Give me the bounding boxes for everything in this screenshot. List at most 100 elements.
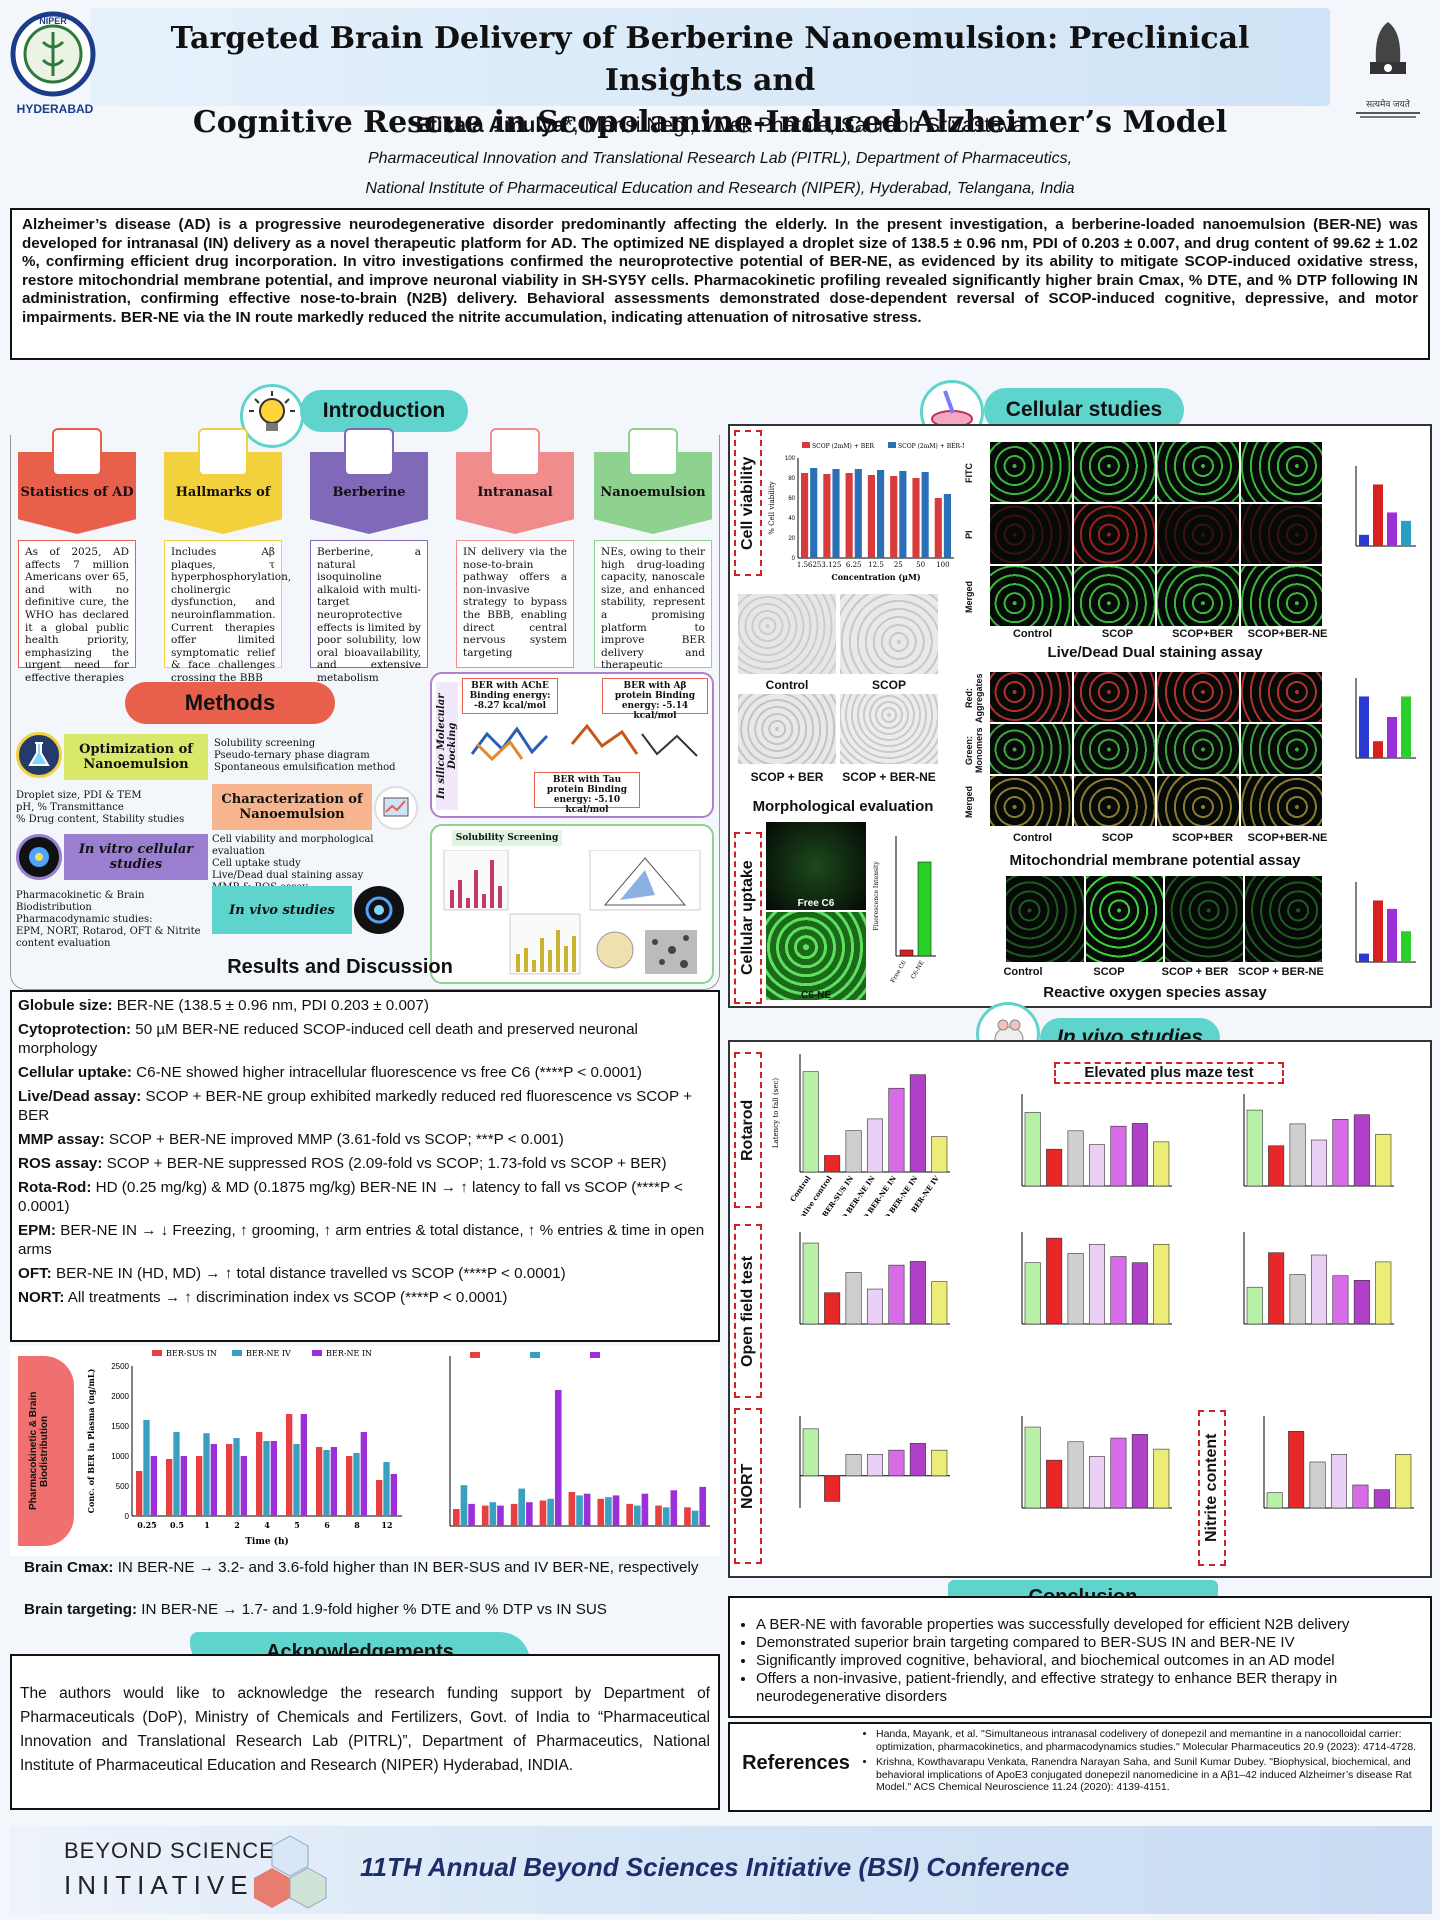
micrograph-tile <box>1073 672 1155 722</box>
viability-bar <box>845 473 853 558</box>
result-item: EPM: BER-NE IN → ↓ Freezing, ↑ grooming,… <box>18 1221 712 1259</box>
reference-item: Handa, Mayank, et al. "Simultaneous intr… <box>876 1728 1424 1753</box>
brain-targeting-note: Brain targeting: IN BER-NE → 1.7- and 1.… <box>24 1600 718 1619</box>
mmp-grid: Red: Aggregates Green: Monomers Merged <box>964 672 1324 828</box>
cell-viability-label: Cell viability <box>734 430 762 576</box>
group-label: SCOP+BER <box>1172 832 1233 844</box>
optimization-list: Solubility screening Pseudo-ternary phas… <box>214 738 414 774</box>
legend-swatch <box>888 442 896 448</box>
char-item: pH, % Transmittance <box>16 802 124 813</box>
bar <box>1046 1459 1063 1509</box>
micrograph-tile <box>1157 724 1239 774</box>
morph-image-control <box>738 594 836 674</box>
brain-bar <box>547 1498 554 1526</box>
morph-label: SCOP + BER-NE <box>842 770 936 784</box>
nort-label: NORT <box>734 1408 762 1564</box>
bar <box>845 1454 862 1477</box>
uptake-label: C6-NE <box>800 990 831 1001</box>
morph-label: SCOP + BER <box>750 770 824 784</box>
title-line-2: Cognitive Rescue in Scopolamine-Induced … <box>192 105 1228 140</box>
live-dead-grid: FITC PI Merged <box>964 442 1324 628</box>
viability-bar <box>890 476 898 558</box>
behavior-bar-chart <box>1263 1416 1414 1509</box>
bar <box>1375 1133 1392 1187</box>
x-axis-label: Time (h) <box>245 1536 289 1547</box>
rotarod-label: Rotarod <box>734 1052 762 1208</box>
bar <box>824 1292 841 1325</box>
bar <box>1309 1461 1326 1509</box>
uptake-bar <box>917 861 932 957</box>
micrograph-tile <box>1073 776 1155 826</box>
x-axis-label: Concentration (µM) <box>831 572 921 582</box>
x-tick-label: 1.5625 <box>797 561 822 569</box>
x-tick-label: 3.125 <box>821 561 841 569</box>
brain-bar <box>518 1488 526 1526</box>
y-tick-label: 100 <box>785 456 796 462</box>
y-tick-label: 2000 <box>111 1392 129 1401</box>
plasma-bar <box>263 1441 270 1516</box>
micrograph-tile <box>1240 504 1322 564</box>
micrograph-tile <box>1240 724 1322 774</box>
plasma-bar <box>353 1453 360 1516</box>
bar <box>888 1264 905 1325</box>
bar <box>888 1449 905 1477</box>
references-list: Handa, Mayank, et al. "Simultaneous intr… <box>864 1728 1424 1797</box>
brain-targeting-text: IN BER-NE → 1.7- and 1.9-fold higher % D… <box>137 1601 607 1618</box>
plasma-bar <box>166 1459 173 1516</box>
result-label: Live/Dead assay: <box>18 1088 142 1105</box>
plasma-bar <box>180 1456 187 1516</box>
result-item: Rota-Rod: HD (0.25 mg/kg) & MD (0.1875 m… <box>18 1178 712 1216</box>
group-label: SCOP + BER-NE <box>1238 966 1324 978</box>
result-text: HD (0.25 mg/kg) & MD (0.1875 mg/kg) BER-… <box>18 1179 683 1215</box>
open-field-label: Open field test <box>734 1224 762 1398</box>
references-heading: References <box>742 1752 850 1774</box>
bar <box>1268 1145 1285 1187</box>
intro-card-text: As of 2025, AD affects 7 million America… <box>18 540 136 684</box>
authors: Etikala Amulya*, Mansi Negi, Vivek Phata… <box>300 114 1140 138</box>
y-tick-label: 60 <box>788 496 795 502</box>
intro-card-icon <box>490 428 540 476</box>
brain-bar <box>655 1505 662 1526</box>
bar <box>1373 900 1383 962</box>
group-label: SCOP <box>1093 966 1125 978</box>
y-tick-label: 0 <box>125 1512 130 1521</box>
micrograph-row-label: PI <box>964 530 974 540</box>
x-tick-label: 5 <box>294 1520 300 1530</box>
plasma-bar <box>150 1456 157 1516</box>
solubility-label: Solubility Screening <box>452 830 562 846</box>
bar <box>1131 1262 1148 1325</box>
brain-bar <box>699 1486 706 1526</box>
acknowledgements-text: The authors would like to acknowledge th… <box>10 1654 720 1810</box>
group-label: SCOP+BER-NE <box>1247 832 1328 844</box>
intro-card-icon <box>628 428 678 476</box>
plasma-bar <box>196 1456 203 1516</box>
bsi-logo-line1: BEYOND SCIENCES <box>64 1838 291 1863</box>
plasma-bar <box>376 1480 383 1516</box>
brain-targeting-label: Brain targeting: <box>24 1601 138 1618</box>
bar <box>1330 1454 1348 1509</box>
brain-cmax-label: Brain Cmax: <box>24 1559 114 1576</box>
x-tick-label: 50 <box>916 561 925 569</box>
x-tick-label: 1 <box>204 1520 210 1530</box>
viability-bar <box>832 469 840 558</box>
optimization-title: Optimization of Nanoemulsion <box>79 742 193 772</box>
plasma-bar <box>316 1447 323 1516</box>
y-axis-label: Conc. of BER in Plasma (ng/mL) <box>86 1368 96 1513</box>
docking-panel: In silico Molecular Docking BER with ACh… <box>430 672 714 818</box>
first-author: Etikala Amulya <box>415 114 565 137</box>
plasma-bar <box>293 1444 300 1516</box>
behavior-bar-chart <box>799 1232 950 1325</box>
bar <box>845 1130 862 1173</box>
tau-docking-label: BER with Tau protein Binding energy: -5.… <box>534 772 640 815</box>
intro-card-icon <box>198 428 248 476</box>
bar <box>1332 1275 1349 1325</box>
micrograph-row-label: FITC <box>964 463 974 483</box>
characterization-list: Droplet size, PDI & TEM pH, % Transmitta… <box>16 790 216 826</box>
legend-swatch <box>802 442 810 448</box>
x-tick-label: 4 <box>264 1520 270 1530</box>
x-tick-label: Free C6 <box>889 959 907 984</box>
plasma-bar <box>240 1456 247 1516</box>
conclusion-item: A BER-NE with favorable properties was s… <box>756 1616 1420 1634</box>
brain-bar <box>626 1503 633 1526</box>
reference-item: Krishna, Kowthavarapu Venkata, Ranendra … <box>876 1756 1424 1794</box>
